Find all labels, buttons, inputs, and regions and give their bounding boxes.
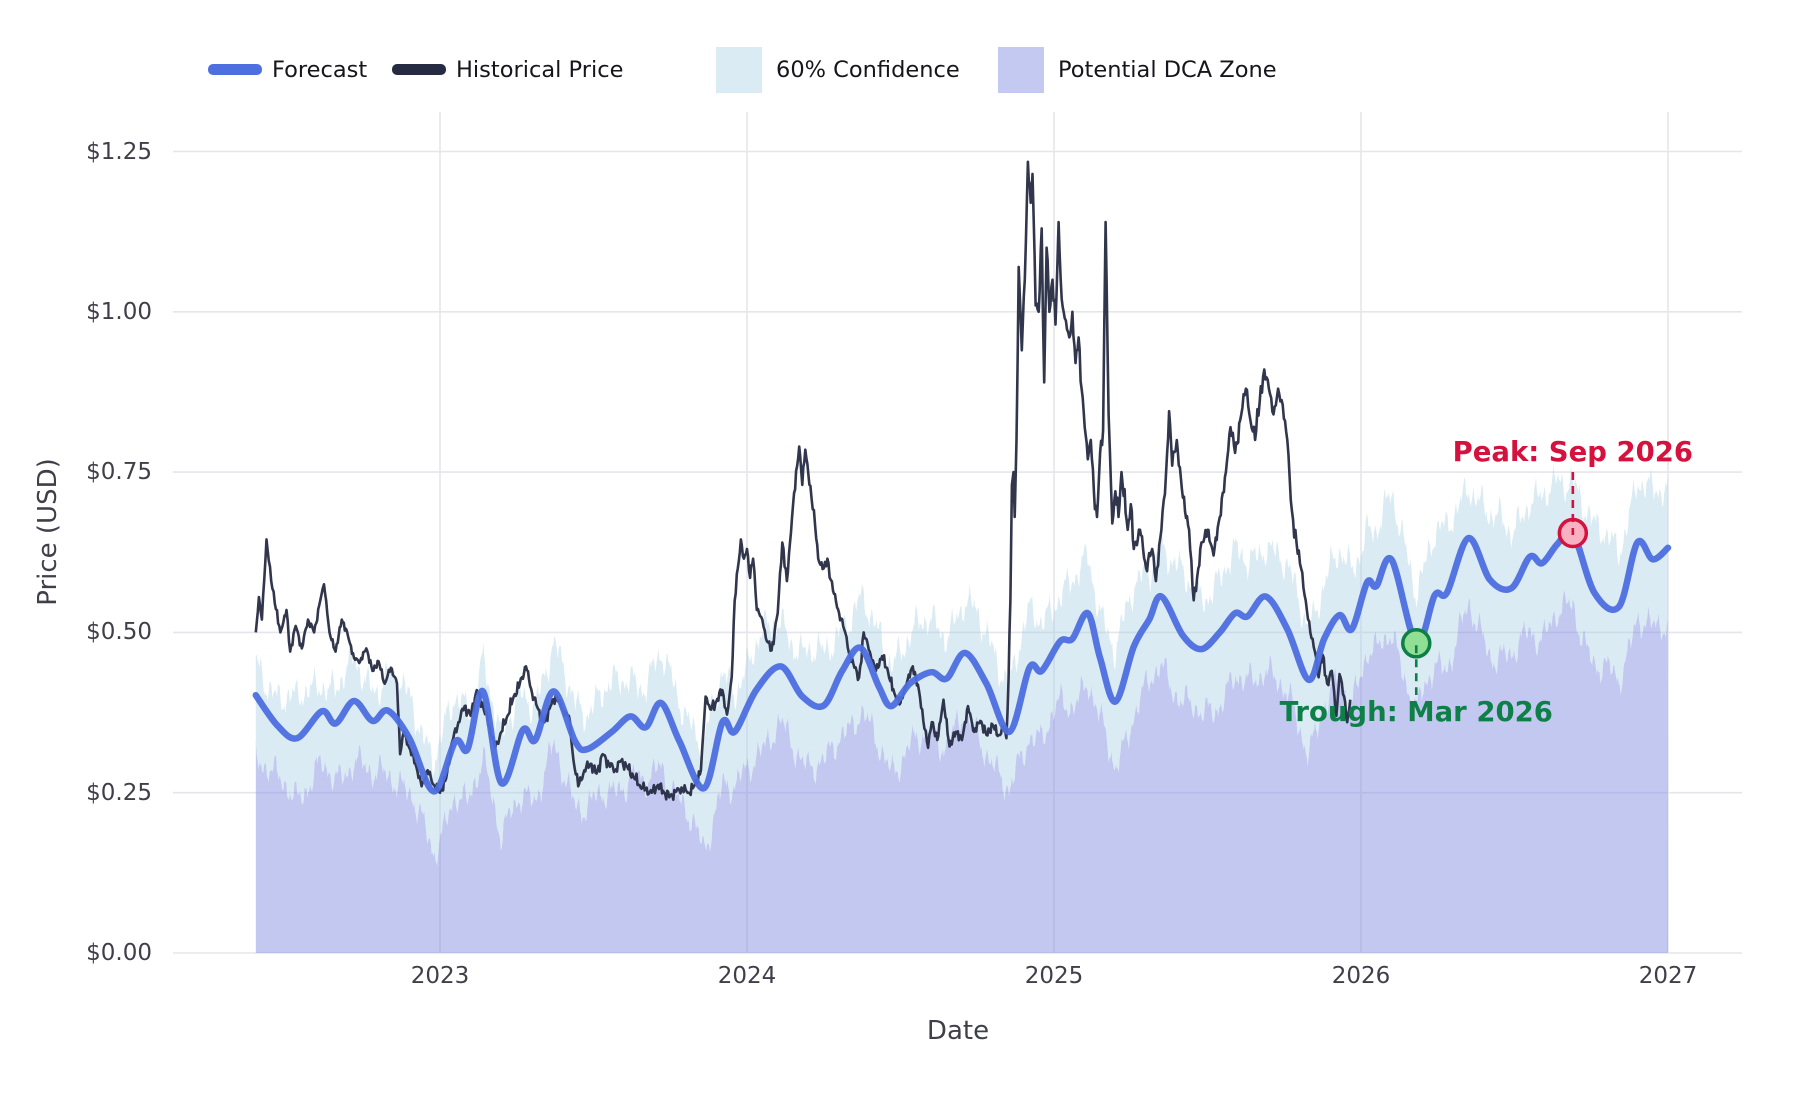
x-axis-title: Date: [926, 1016, 990, 1046]
legend-label: Historical Price: [456, 57, 624, 83]
trough-annotation: Trough: Mar 2026: [1280, 696, 1553, 728]
legend-swatch-line: [208, 64, 262, 75]
legend-label: Potential DCA Zone: [1058, 57, 1277, 83]
x-tick-label: 2026: [1331, 963, 1391, 989]
forecast-line: [252, 527, 1672, 795]
trough-marker-fill: [1402, 629, 1430, 657]
x-tick-label: 2023: [410, 963, 470, 989]
legend-label: 60% Confidence: [776, 57, 960, 83]
legend-swatch-line: [392, 64, 446, 75]
y-tick-label: $1.00: [86, 298, 152, 325]
peak-marker: [1557, 517, 1589, 549]
legend-swatch-patch: [998, 47, 1044, 93]
x-tick-label: 2024: [717, 963, 777, 989]
y-tick-label: $1.25: [86, 138, 152, 165]
trough-marker: [1401, 628, 1432, 659]
y-tick-label: $0.75: [86, 459, 152, 486]
x-tick-label: 2025: [1024, 963, 1084, 989]
y-tick-label: $0.50: [86, 619, 152, 646]
y-tick-label: $0.00: [86, 940, 152, 966]
legend-swatch-patch: [716, 47, 762, 93]
x-tick-label: 2027: [1638, 963, 1698, 989]
peak-annotation: Peak: Sep 2026: [1453, 436, 1693, 468]
y-tick-label: $0.25: [86, 779, 152, 806]
legend-label: Forecast: [272, 57, 368, 83]
dca-zone-area: [255, 589, 1668, 953]
